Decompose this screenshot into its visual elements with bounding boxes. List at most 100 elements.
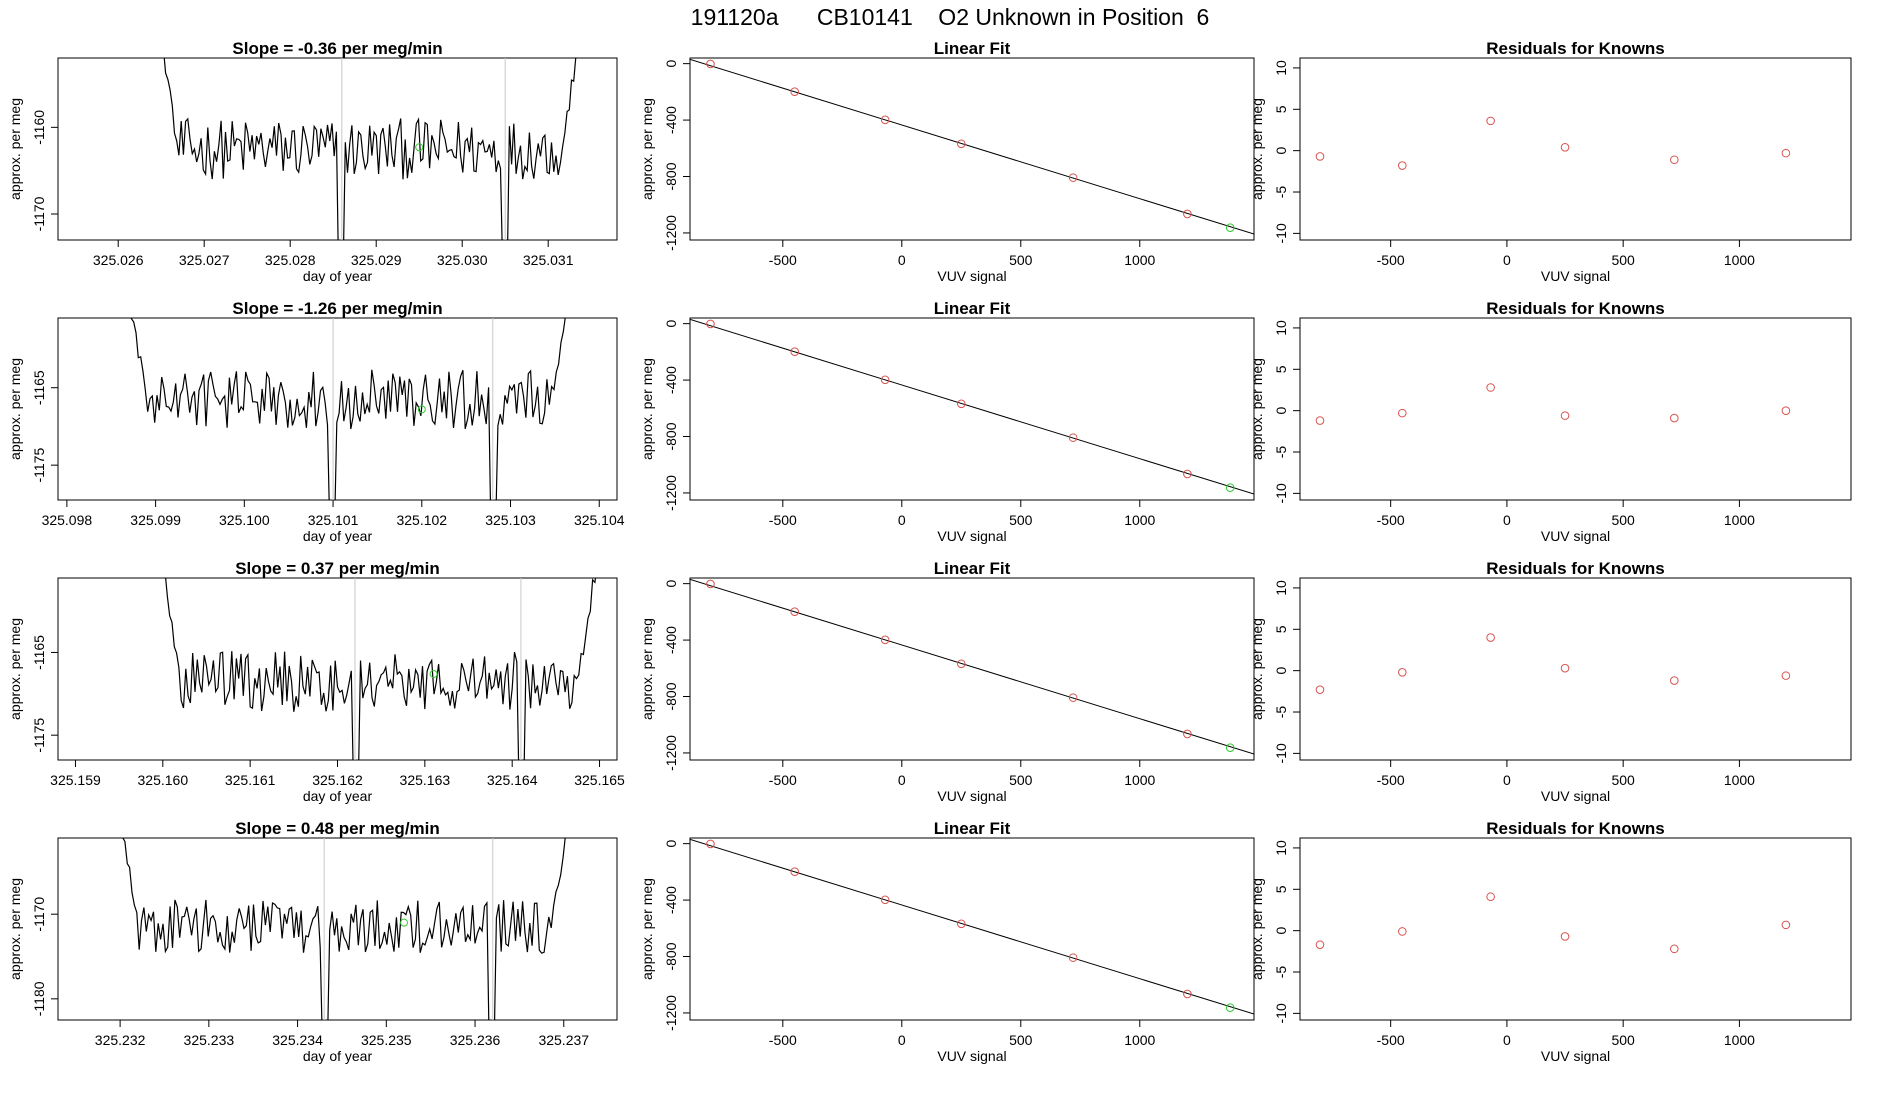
known-point — [956, 399, 966, 409]
y-axis-label: approx. per meg — [7, 358, 23, 460]
x-tick-label: -500 — [769, 772, 797, 788]
panel-slope-row-4: Slope = 0.48 per meg/min 325.232 325.233 32… — [7, 819, 618, 1064]
known-point — [956, 659, 966, 669]
plot-area — [130, 318, 566, 500]
unknown-point — [1225, 223, 1235, 233]
panel-title: Slope = 0.48 per meg/min — [235, 819, 440, 838]
panel-title: Residuals for Knowns — [1486, 819, 1665, 838]
x-tick-label: 0 — [898, 1032, 906, 1048]
unknown-point — [1225, 483, 1235, 493]
y-tick-label: -1170 — [31, 897, 47, 932]
residual-point — [1670, 676, 1679, 685]
x-tick-label: 325.026 — [93, 252, 144, 268]
x-tick-label: 1000 — [1124, 1032, 1155, 1048]
y-tick-label: -1165 — [31, 370, 47, 405]
panel-residuals-row-3: Residuals for Knowns -500 0 500 1000 10 5 0 -5 -1… — [1249, 559, 1852, 804]
y-axis-label: approx. per meg — [7, 878, 23, 980]
y-tick-label: -800 — [663, 942, 679, 970]
x-tick-label: 325.031 — [523, 252, 574, 268]
plot-frame — [57, 837, 618, 1021]
panel-title: Residuals for Knowns — [1486, 559, 1665, 578]
x-axis-label: VUV signal — [1541, 1048, 1610, 1064]
panel-residuals-row-4: Residuals for Knowns -500 0 500 1000 10 5 0 -5 -1… — [1249, 819, 1852, 1064]
x-tick-label: 325.027 — [179, 252, 230, 268]
data-series-line — [165, 578, 597, 760]
figure-title: 191120a CB10141 O2 Unknown in Position 6 — [691, 4, 1210, 30]
residual-point — [1486, 383, 1495, 392]
panel-title: Slope = -1.26 per meg/min — [232, 299, 442, 318]
panel-fit-row-3: Linear Fit -500 0 500 1000 0 -400 -800 -1200 VUV … — [639, 559, 1255, 804]
panel-title: Linear Fit — [934, 559, 1011, 578]
plot-frame — [1299, 577, 1852, 761]
x-tick-label: -500 — [769, 1032, 797, 1048]
residual-point — [1315, 152, 1325, 161]
panel-title: Linear Fit — [934, 819, 1011, 838]
x-tick-label: 325.163 — [400, 772, 451, 788]
x-tick-label: 500 — [1009, 772, 1033, 788]
x-tick-label: 0 — [1503, 1032, 1511, 1048]
plot-frame — [689, 57, 1255, 241]
y-tick-label: -5 — [1273, 186, 1289, 199]
x-tick-label: 500 — [1611, 1032, 1635, 1048]
y-tick-label: 0 — [663, 60, 679, 68]
x-tick-label: 0 — [1503, 772, 1511, 788]
x-tick-label: 325.164 — [487, 772, 538, 788]
residual-point — [1397, 408, 1407, 418]
x-tick-label: 1000 — [1124, 772, 1155, 788]
data-series-line — [130, 318, 566, 500]
panel-residuals-row-2: Residuals for Knowns -500 0 500 1000 10 5 0 -5 -1… — [1249, 299, 1852, 544]
plot-area — [690, 578, 1254, 755]
unknown-point-marker — [429, 669, 438, 678]
known-point — [1183, 729, 1192, 739]
y-tick-label: -800 — [663, 682, 679, 710]
panel-slope-row-1: Slope = -0.36 per meg/min 325.026 325.027 3… — [7, 39, 618, 284]
y-tick-label: -1200 — [663, 475, 679, 511]
residual-point — [1670, 413, 1679, 423]
plot-area — [690, 58, 1254, 235]
x-tick-label: 325.104 — [574, 512, 625, 528]
known-point — [706, 319, 715, 329]
residual-point — [1781, 406, 1791, 415]
residual-point — [1781, 920, 1791, 930]
x-tick-label: 0 — [898, 252, 906, 268]
x-tick-label: 1000 — [1124, 252, 1155, 268]
data-series-line — [122, 838, 566, 1020]
panel-fit-row-2: Linear Fit -500 0 500 1000 0 -400 -800 -1200 VUV … — [639, 299, 1255, 544]
known-point — [956, 919, 966, 929]
y-tick-label: 0 — [1273, 407, 1289, 415]
panel-title: Linear Fit — [934, 299, 1011, 318]
x-tick-label: 0 — [1503, 252, 1511, 268]
y-tick-label: 10 — [1273, 320, 1289, 336]
x-tick-label: 500 — [1611, 512, 1635, 528]
y-tick-label: -400 — [663, 366, 679, 394]
y-axis-label: approx. per meg — [1249, 358, 1265, 460]
y-tick-label: -1200 — [663, 735, 679, 771]
x-tick-label: -500 — [769, 252, 797, 268]
x-axis-label: VUV signal — [937, 268, 1006, 284]
panel-title: Linear Fit — [934, 39, 1011, 58]
fit-line — [690, 578, 1254, 755]
residual-point — [1560, 143, 1570, 152]
residual-point — [1486, 892, 1495, 902]
y-tick-label: 0 — [663, 840, 679, 848]
y-tick-label: 5 — [1273, 625, 1289, 633]
x-tick-label: 1000 — [1724, 252, 1755, 268]
x-axis-label: day of year — [303, 1048, 373, 1064]
y-tick-label: -400 — [663, 626, 679, 654]
x-tick-label: 325.160 — [138, 772, 189, 788]
x-tick-label: 325.028 — [265, 252, 316, 268]
fit-line — [690, 318, 1254, 495]
residual-point — [1486, 633, 1495, 642]
x-tick-label: 500 — [1009, 1032, 1033, 1048]
panel-title: Slope = -0.36 per meg/min — [232, 39, 442, 58]
y-tick-label: 5 — [1273, 105, 1289, 113]
y-tick-label: -400 — [663, 886, 679, 914]
unknown-point — [1225, 743, 1235, 753]
x-axis-label: day of year — [303, 788, 373, 804]
fit-line — [690, 838, 1254, 1015]
y-tick-label: 0 — [663, 580, 679, 588]
known-point — [790, 607, 800, 617]
plot-frame — [1299, 317, 1852, 501]
known-point — [880, 115, 890, 125]
plot-area — [165, 578, 597, 760]
